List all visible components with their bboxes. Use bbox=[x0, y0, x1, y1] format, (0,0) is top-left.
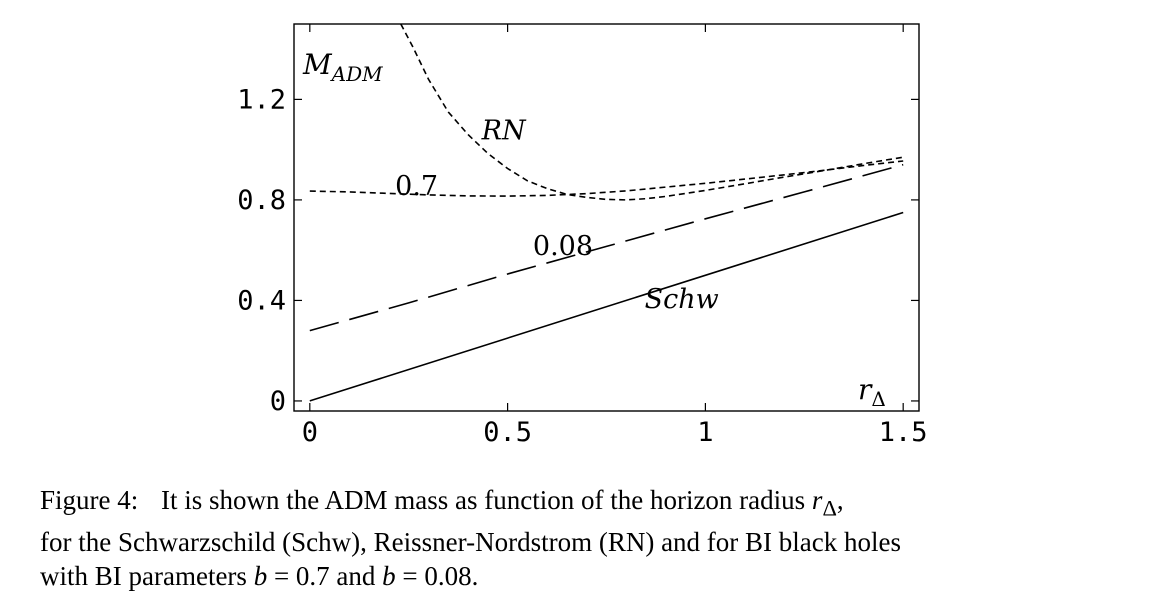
line-chart: 0 0.5 1 1.5 0 0.4 0.8 1.2 RN 0.7 0.08 Schw MADM rΔ bbox=[237, 23, 928, 448]
y-tick-label: 0 bbox=[270, 386, 286, 417]
caption-eq1-rest: = 0.7 and bbox=[267, 561, 383, 592]
caption-eq2-rest: = 0.08. bbox=[395, 561, 479, 592]
caption-label: Figure 4: bbox=[40, 485, 139, 515]
x-tick-label: 0 bbox=[302, 417, 318, 448]
caption-eq2-var: b bbox=[382, 561, 396, 592]
y-axis-title-main: M bbox=[302, 48, 333, 81]
plot-frame bbox=[293, 23, 920, 412]
caption-text-3: with BI parameters bbox=[40, 561, 247, 592]
caption-text-1: It is shown the ADM mass as function of … bbox=[161, 485, 806, 515]
series-line-RN bbox=[400, 24, 904, 201]
series-line-Schw bbox=[309, 211, 904, 402]
x-axis-title: rΔ bbox=[858, 373, 886, 411]
x-tick-label: 0.5 bbox=[483, 417, 532, 448]
series-layer bbox=[309, 24, 904, 402]
x-tick-label: 1 bbox=[697, 417, 713, 448]
y-tick-label: 1.2 bbox=[237, 84, 286, 115]
labels-layer: RN 0.7 0.08 Schw bbox=[395, 116, 719, 315]
caption-line-3: with BI parameters b = 0.7 and b = 0.08. bbox=[40, 559, 1120, 593]
caption-eq1-var: b bbox=[253, 561, 268, 592]
axis-ticks: 0 0.5 1 1.5 0 0.4 0.8 1.2 bbox=[237, 24, 928, 448]
series-label: RN bbox=[481, 116, 527, 147]
x-axis-title-sub: Δ bbox=[871, 387, 885, 411]
x-axis-title-main: r bbox=[858, 373, 873, 406]
series-label: 0.7 bbox=[395, 171, 438, 202]
y-tick-label: 0.8 bbox=[237, 185, 286, 216]
caption-var-sub: Δ bbox=[822, 495, 837, 521]
y-axis-title-sub: ADM bbox=[330, 62, 383, 86]
caption-var: r bbox=[811, 485, 823, 515]
x-tick-label: 1.5 bbox=[879, 417, 928, 448]
y-axis-title: MADM bbox=[302, 48, 383, 86]
figure-caption: Figure 4: It is shown the ADM mass as fu… bbox=[40, 483, 1120, 593]
caption-line-1: Figure 4: It is shown the ADM mass as fu… bbox=[40, 483, 1120, 525]
y-tick-label: 0.4 bbox=[237, 285, 286, 316]
series-line-0_7 bbox=[309, 160, 904, 197]
caption-line-2: for the Schwarzschild (Schw), Reissner-N… bbox=[40, 527, 901, 558]
series-line-0_08 bbox=[309, 163, 904, 332]
series-label: 0.08 bbox=[533, 231, 593, 262]
series-label: Schw bbox=[645, 284, 719, 315]
caption-comma: , bbox=[836, 485, 844, 515]
